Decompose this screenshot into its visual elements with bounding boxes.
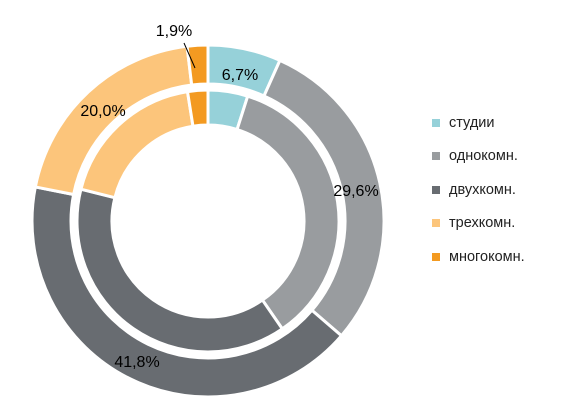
legend-item-two-room: двухкомн. <box>432 173 525 207</box>
legend-label-studios: студии <box>449 114 495 131</box>
data-label-two-room: 41,8% <box>114 354 159 371</box>
chart-legend: студии однокомн. двухкомн. трехкомн. мно… <box>432 106 525 274</box>
legend-item-three-room: трехкомн. <box>432 207 525 241</box>
outer-slice-multi-room <box>185 43 210 87</box>
legend-item-studios: студии <box>432 106 525 140</box>
legend-item-one-room: однокомн. <box>432 140 525 174</box>
legend-label-two-room: двухкомн. <box>449 181 516 198</box>
outer-ring <box>30 43 386 399</box>
data-label-multi-room: 1,9% <box>156 23 192 40</box>
inner-slice-multi-room <box>186 88 210 128</box>
inner-slice-two-room <box>75 187 284 354</box>
legend-label-three-room: трехкомн. <box>449 215 516 232</box>
outer-slice-two-room <box>30 185 343 399</box>
inner-ring <box>75 88 341 354</box>
legend-label-multi-room: многокомн. <box>449 248 525 265</box>
data-label-three-room: 20,0% <box>80 103 125 120</box>
legend-label-one-room: однокомн. <box>449 148 518 165</box>
leader-line-multi-room <box>183 42 196 69</box>
data-label-one-room: 29,6% <box>333 183 378 200</box>
data-label-studios: 6,7% <box>222 67 258 84</box>
legend-swatch-one-room <box>432 152 440 161</box>
legend-swatch-two-room <box>432 185 440 194</box>
legend-swatch-multi-room <box>432 252 440 261</box>
legend-item-multi-room: многокомн. <box>432 240 525 274</box>
legend-swatch-studios <box>432 118 440 127</box>
legend-swatch-three-room <box>432 219 440 228</box>
